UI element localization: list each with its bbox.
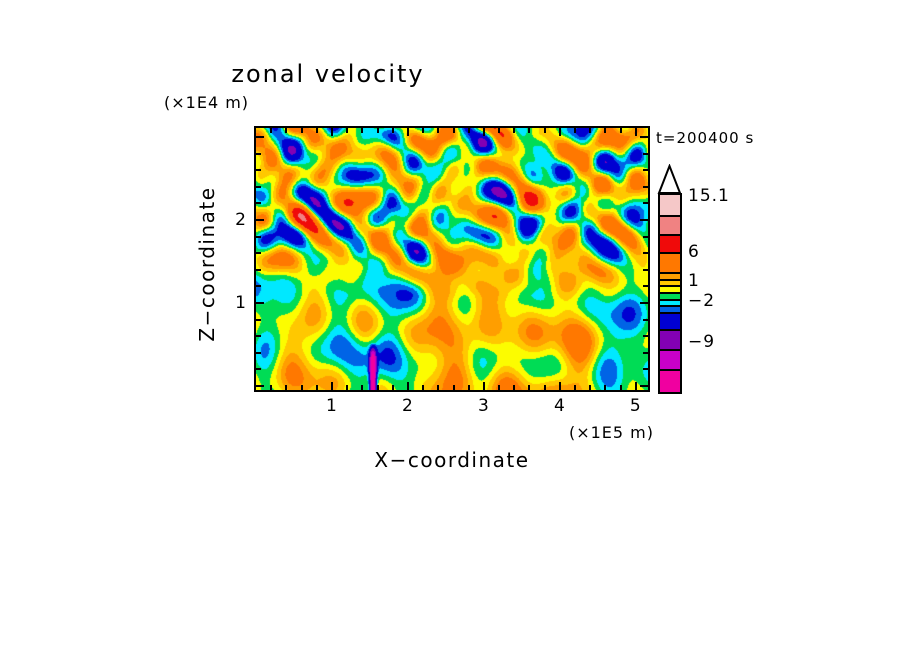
colorbar-segment <box>660 252 680 272</box>
plot-title: zonal velocity <box>0 60 904 88</box>
x-tick-label-5: 5 <box>629 396 642 416</box>
colorbar-segment <box>660 234 680 252</box>
colorbar-segment <box>660 329 680 349</box>
colorbar-segment <box>660 369 680 392</box>
colorbar-label: −9 <box>688 332 716 352</box>
x-tick-label-1: 1 <box>326 396 338 416</box>
colorbar-label: 1 <box>688 271 700 291</box>
x-axis-title: X−coordinate <box>0 448 904 472</box>
colorbar-segment <box>660 285 680 292</box>
x-axis-title-text: X−coordinate <box>374 448 530 472</box>
x-tick-label-3: 3 <box>477 396 490 416</box>
colorbar-pencil-tip <box>657 164 682 194</box>
x-tick-label-4: 4 <box>553 396 566 416</box>
z-axis-unit-label: (×1E4 m) <box>164 93 250 112</box>
colorbar-segment <box>660 349 680 369</box>
colorbar <box>658 193 682 394</box>
colorbar-segment <box>660 215 680 234</box>
z-tick-label-2: 2 <box>235 210 247 231</box>
colorbar-segment <box>660 195 680 215</box>
colorbar-segment <box>660 299 680 305</box>
plot-title-text: zonal velocity <box>231 60 425 88</box>
colorbar-segment <box>660 279 680 285</box>
plot-area <box>254 126 650 392</box>
colorbar-label: 6 <box>688 242 700 262</box>
colorbar-segment <box>660 292 680 299</box>
x-tick-label-2: 2 <box>402 396 414 416</box>
colorbar-segment <box>660 305 680 312</box>
z-axis-title: Z−coordinate <box>195 186 219 342</box>
colorbar-segment <box>660 272 680 279</box>
time-annotation: t=200400 s <box>656 129 755 147</box>
colorbar-label: 15.1 <box>688 186 730 206</box>
z-tick-label-1: 1 <box>235 292 247 313</box>
x-axis-unit-label: (×1E5 m) <box>568 423 654 442</box>
colorbar-segment <box>660 312 680 329</box>
colorbar-label: −2 <box>688 291 716 311</box>
contour-field-canvas <box>256 128 648 390</box>
